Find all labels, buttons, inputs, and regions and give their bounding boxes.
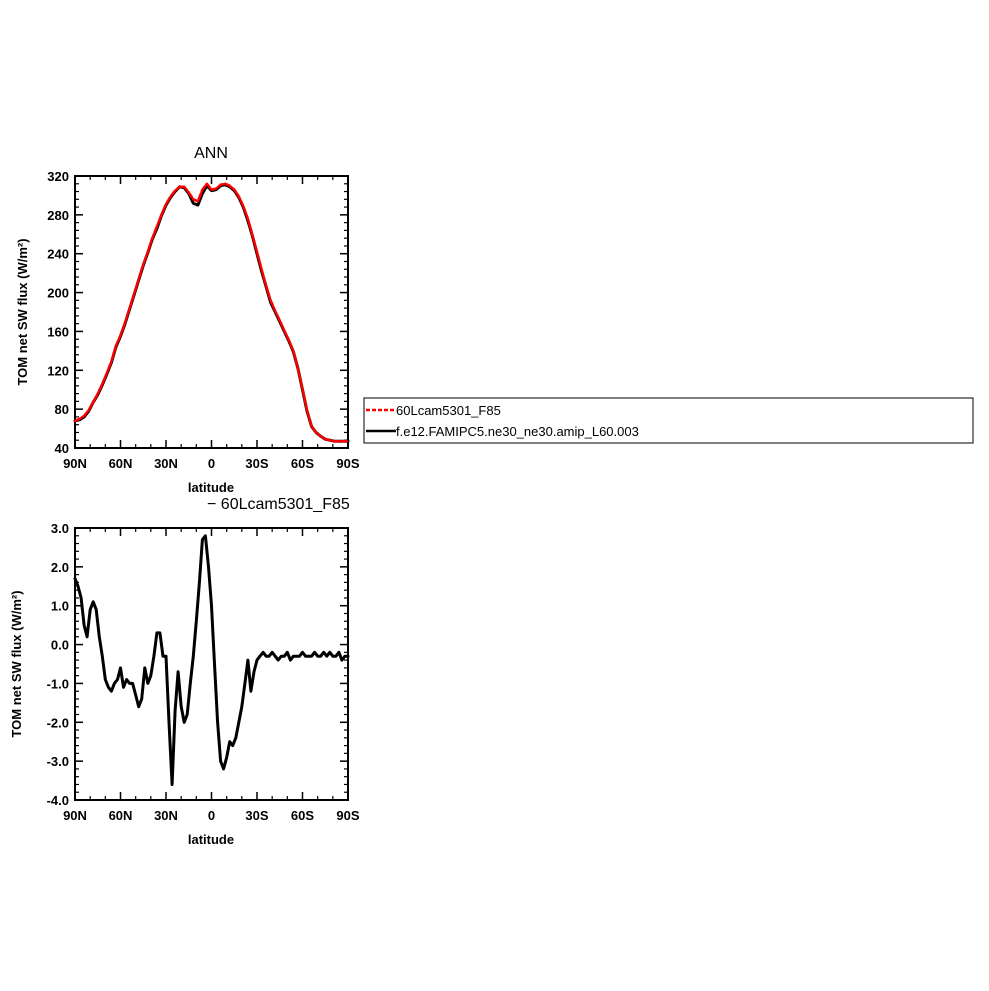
- legend-box: [363, 397, 974, 444]
- top-y-tick-label: 200: [47, 286, 69, 301]
- top-y-tick-label: 80: [55, 402, 69, 417]
- top-x-tick-label: 90N: [63, 456, 87, 471]
- legend-entry-black: f.e12.FAMIPC5.ne30_ne30.amip_L60.003: [396, 424, 639, 439]
- top-x-tick-label: 30S: [245, 456, 268, 471]
- bottom-x-tick-label: 90N: [63, 808, 87, 823]
- bottom-x-tick-label: 60N: [109, 808, 133, 823]
- bottom-chart-title: − 60Lcam5301_F85: [207, 496, 350, 513]
- bottom-x-tick-label: 30N: [154, 808, 178, 823]
- bottom-axis-ticks: 90N 60N 30N 0 30S 60S 90S -4.0 -3.0 -2.0 -1.0 0.0 1.…: [47, 521, 360, 823]
- top-y-tick-label: 120: [47, 363, 69, 378]
- bottom-y-tick-label: 3.0: [51, 521, 69, 536]
- bottom-series-group: [73, 534, 350, 786]
- bottom-x-tick-label: 60S: [291, 808, 314, 823]
- bottom-panel: − 60Lcam5301_F85 90N 60N 30N 0 30S 60S 90S -4.0…: [9, 496, 360, 847]
- bottom-y-tick-label: 0.0: [51, 638, 69, 653]
- bottom-y-tick-label: -1.0: [47, 676, 69, 691]
- top-y-tick-label: 160: [47, 324, 69, 339]
- top-x-tick-label: 60N: [109, 456, 133, 471]
- top-series-line-red: [73, 182, 350, 443]
- top-x-tick-label: 60S: [291, 456, 314, 471]
- top-x-tick-label: 90S: [336, 456, 359, 471]
- bottom-x-axis-label: latitude: [188, 832, 234, 847]
- top-panel: ANN 90N 60N 30N 0 30S 60S 90S 40 80 120 160 200 240 2…: [15, 145, 360, 495]
- top-axis-ticks: 90N 60N 30N 0 30S 60S 90S 40 80 120 160 200 240 280 32…: [47, 169, 360, 471]
- bottom-x-tick-label: 30S: [245, 808, 268, 823]
- bottom-series-line-black: [73, 534, 350, 786]
- bottom-y-tick-label: 2.0: [51, 560, 69, 575]
- bottom-x-tick-label: 0: [208, 808, 215, 823]
- top-x-axis-label: latitude: [188, 480, 234, 495]
- top-y-tick-label: 40: [55, 441, 69, 456]
- bottom-y-tick-label: 1.0: [51, 599, 69, 614]
- top-y-tick-label: 280: [47, 208, 69, 223]
- legend-entry-red: 60Lcam5301_F85: [396, 403, 501, 418]
- top-x-tick-label: 0: [208, 456, 215, 471]
- bottom-y-tick-label: -3.0: [47, 754, 69, 769]
- bottom-y-axis-label: TOM net SW flux (W/m²): [9, 590, 24, 737]
- legend: 60Lcam5301_F85 f.e12.FAMIPC5.ne30_ne30.a…: [363, 397, 974, 444]
- top-x-tick-label: 30N: [154, 456, 178, 471]
- bottom-y-tick-label: -2.0: [47, 715, 69, 730]
- bottom-y-tick-label: -4.0: [47, 793, 69, 808]
- top-y-tick-label: 240: [47, 247, 69, 262]
- top-y-axis-label: TOM net SW flux (W/m²): [15, 238, 30, 385]
- top-series-group: [73, 182, 350, 443]
- top-chart-title: ANN: [194, 145, 228, 162]
- bottom-x-tick-label: 90S: [336, 808, 359, 823]
- top-y-tick-label: 320: [47, 169, 69, 184]
